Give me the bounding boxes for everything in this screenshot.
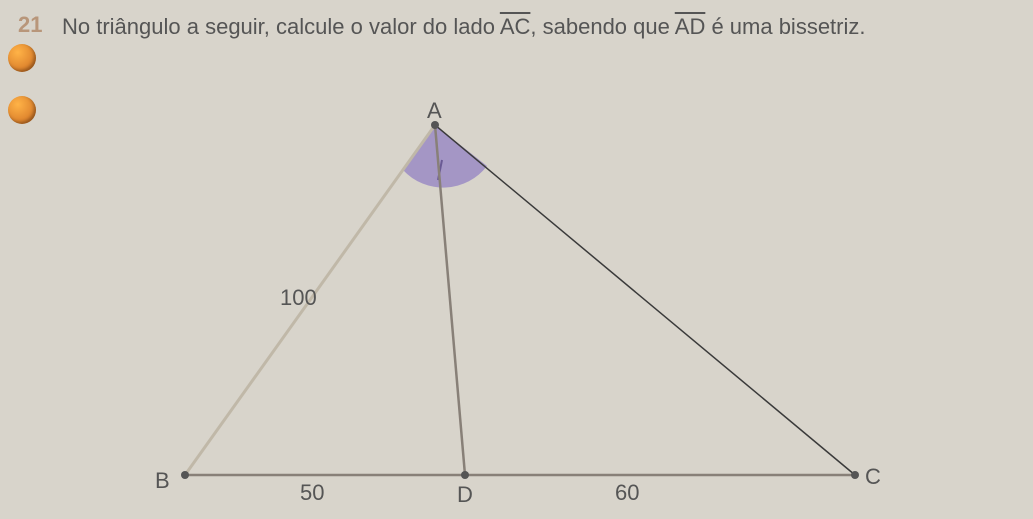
vertex-d-label: D: [457, 482, 473, 508]
question-text: No triângulo a seguir, calcule o valor d…: [62, 10, 1013, 43]
triangle-diagram: A B C D 100 50 60: [135, 110, 915, 510]
vertex-c-dot: [851, 471, 859, 479]
question-text-p3: é uma bissetriz.: [705, 14, 865, 39]
angle-mark: [403, 125, 487, 188]
label-dc: 60: [615, 480, 639, 506]
question-text-p2: , sabendo que: [530, 14, 674, 39]
question-text-p1: No triângulo a seguir, calcule o valor d…: [62, 14, 500, 39]
vertex-b-dot: [181, 471, 189, 479]
side-ac: [435, 125, 855, 475]
vertex-b-label: B: [155, 468, 170, 494]
question-number: 21: [18, 12, 42, 38]
label-bd: 50: [300, 480, 324, 506]
segment-ad: AD: [675, 14, 706, 39]
vertex-d-dot: [461, 471, 469, 479]
vertex-c-label: C: [865, 464, 881, 490]
face-emoji-icon: [8, 96, 36, 124]
label-ab: 100: [280, 285, 317, 311]
segment-ac: AC: [500, 14, 531, 39]
vertex-a-label: A: [427, 98, 442, 124]
triangle-svg: [135, 110, 915, 510]
face-emoji-icon: [8, 44, 36, 72]
